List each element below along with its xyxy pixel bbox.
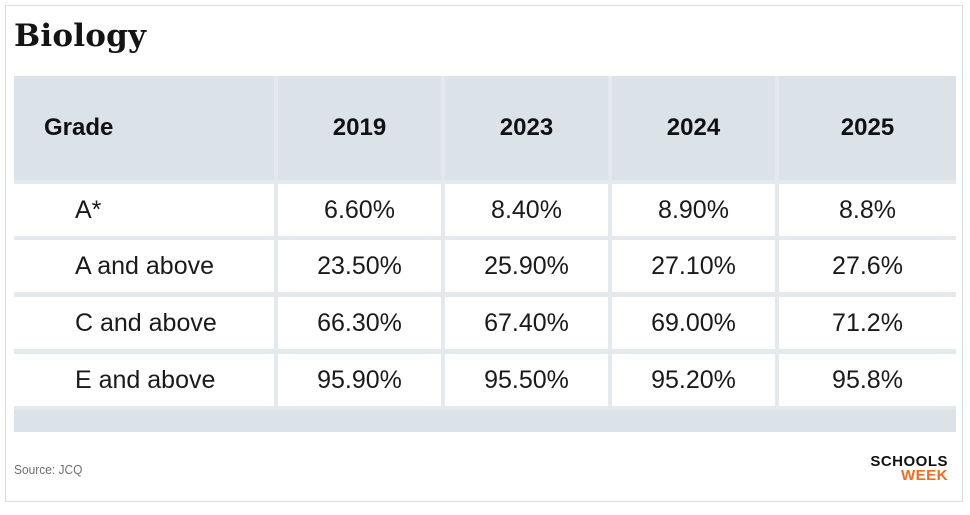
table-cell: 66.30% bbox=[278, 297, 441, 349]
table-cell: 95.90% bbox=[278, 354, 441, 406]
schools-week-logo: SCHOOLS WEEK bbox=[870, 453, 948, 485]
header-year-2019: 2019 bbox=[278, 76, 441, 180]
table-cell: 67.40% bbox=[445, 297, 608, 349]
logo-line-2: WEEK bbox=[901, 467, 948, 485]
header-year-2025: 2025 bbox=[779, 76, 956, 180]
table-footer-band bbox=[14, 410, 956, 432]
table-cell: 95.20% bbox=[612, 354, 775, 406]
source-note: Source: JCQ bbox=[14, 462, 83, 477]
logo-line-1: SCHOOLS bbox=[870, 453, 948, 470]
header-year-2024: 2024 bbox=[612, 76, 775, 180]
table-cell: 8.90% bbox=[612, 184, 775, 236]
table-cell: 8.8% bbox=[779, 184, 956, 236]
header-grade: Grade bbox=[14, 76, 274, 180]
table-cell: 95.8% bbox=[779, 354, 956, 406]
table-cell: 71.2% bbox=[779, 297, 956, 349]
header-year-2023: 2023 bbox=[445, 76, 608, 180]
table-cell: 23.50% bbox=[278, 240, 441, 292]
row-label: A* bbox=[14, 184, 274, 236]
chart-title: Biology bbox=[14, 18, 147, 54]
table-cell: 95.50% bbox=[445, 354, 608, 406]
table-cell: 25.90% bbox=[445, 240, 608, 292]
table-cell: 27.6% bbox=[779, 240, 956, 292]
row-label: E and above bbox=[14, 354, 274, 406]
table-cell: 69.00% bbox=[612, 297, 775, 349]
data-table: Grade 2019 2023 2024 2025 A* 6.60% 8.40% 8.90% 8.… bbox=[14, 76, 956, 432]
table-cell: 27.10% bbox=[612, 240, 775, 292]
row-label: C and above bbox=[14, 297, 274, 349]
row-label: A and above bbox=[14, 240, 274, 292]
table-cell: 8.40% bbox=[445, 184, 608, 236]
chart-card: Biology Grade 2019 2023 2024 2025 A* 6.60% 8.40… bbox=[5, 5, 963, 502]
table-cell: 6.60% bbox=[278, 184, 441, 236]
